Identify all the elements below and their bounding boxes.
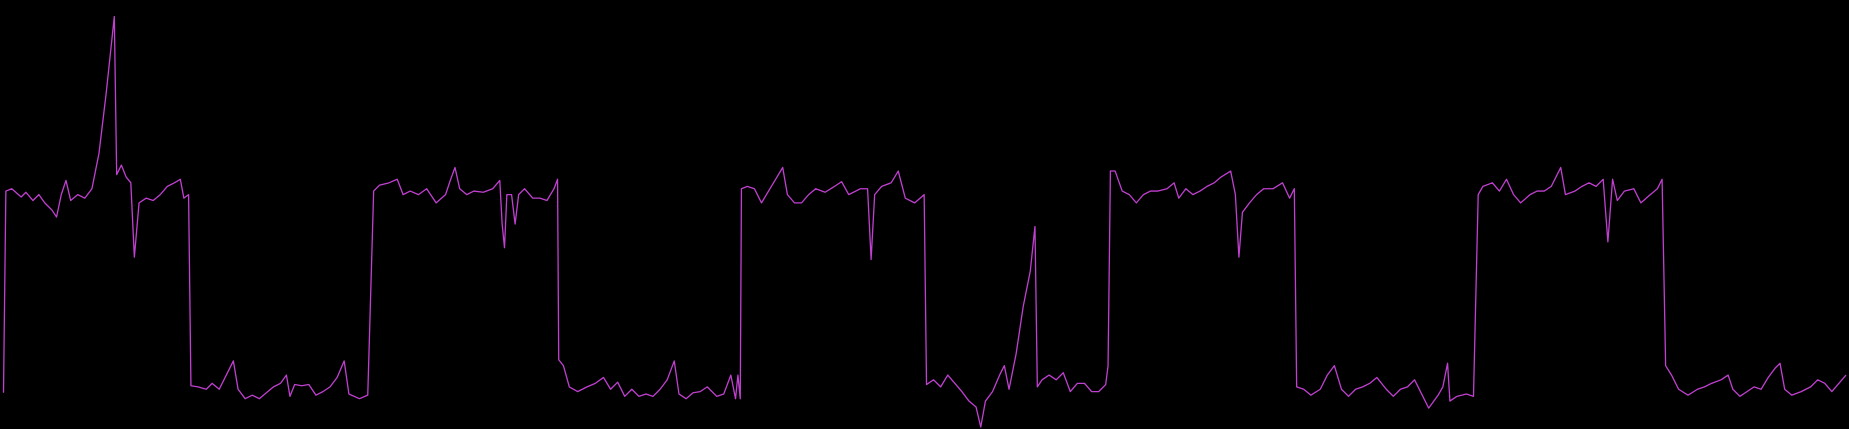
signal-line: [2, 15, 1847, 428]
